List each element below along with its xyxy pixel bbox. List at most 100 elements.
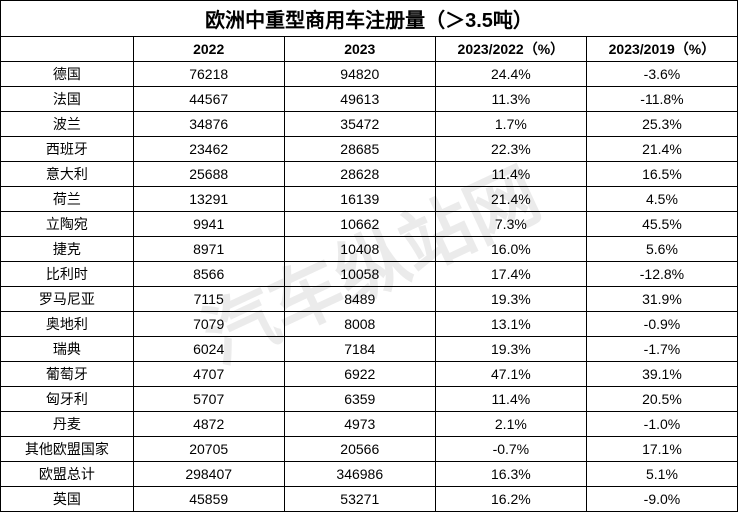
table-row: 立陶宛9941106627.3%45.5% [1,212,738,237]
table-row: 瑞典6024718419.3%-1.7% [1,337,738,362]
cell-vs2022: 7.3% [435,212,586,237]
table-row: 匈牙利5707635911.4%20.5% [1,387,738,412]
cell-vs2022: 2.1% [435,412,586,437]
cell-country: 葡萄牙 [1,362,134,387]
cell-vs2022: 22.3% [435,137,586,162]
cell-vs2019: 4.5% [586,187,737,212]
cell-vs2022: 11.4% [435,162,586,187]
cell-vs2022: -0.7% [435,437,586,462]
cell-y2022: 7115 [133,287,284,312]
table-title: 欧洲中重型商用车注册量（＞3.5吨） [1,1,738,37]
cell-y2022: 20705 [133,437,284,462]
cell-vs2022: 24.4% [435,62,586,87]
cell-y2023: 35472 [284,112,435,137]
cell-y2023: 20566 [284,437,435,462]
cell-vs2022: 19.3% [435,337,586,362]
table-row: 英国458595327116.2%-9.0% [1,487,738,512]
cell-y2023: 16139 [284,187,435,212]
cell-country: 立陶宛 [1,212,134,237]
cell-vs2022: 17.4% [435,262,586,287]
cell-vs2019: 17.1% [586,437,737,462]
cell-y2022: 4707 [133,362,284,387]
cell-country: 奥地利 [1,312,134,337]
cell-y2023: 7184 [284,337,435,362]
cell-vs2022: 16.3% [435,462,586,487]
cell-country: 意大利 [1,162,134,187]
cell-y2023: 49613 [284,87,435,112]
cell-country: 法国 [1,87,134,112]
cell-vs2022: 16.2% [435,487,586,512]
table-row: 波兰34876354721.7%25.3% [1,112,738,137]
cell-country: 英国 [1,487,134,512]
cell-country: 罗马尼亚 [1,287,134,312]
cell-country: 西班牙 [1,137,134,162]
cell-y2022: 5707 [133,387,284,412]
cell-vs2019: 21.4% [586,137,737,162]
cell-y2023: 6359 [284,387,435,412]
cell-country: 丹麦 [1,412,134,437]
cell-vs2019: 5.1% [586,462,737,487]
cell-y2023: 28628 [284,162,435,187]
cell-vs2019: -1.7% [586,337,737,362]
cell-y2022: 298407 [133,462,284,487]
table-row: 西班牙234622868522.3%21.4% [1,137,738,162]
cell-y2023: 8008 [284,312,435,337]
table-row: 其他欧盟国家2070520566-0.7%17.1% [1,437,738,462]
col-vs2022: 2023/2022（%） [435,37,586,62]
cell-y2022: 25688 [133,162,284,187]
cell-country: 波兰 [1,112,134,137]
header-row: 2022 2023 2023/2022（%） 2023/2019（%） [1,37,738,62]
cell-vs2019: -11.8% [586,87,737,112]
cell-vs2019: -9.0% [586,487,737,512]
cell-vs2019: 16.5% [586,162,737,187]
col-vs2019: 2023/2019（%） [586,37,737,62]
cell-vs2022: 19.3% [435,287,586,312]
cell-y2022: 34876 [133,112,284,137]
cell-country: 瑞典 [1,337,134,362]
cell-y2023: 28685 [284,137,435,162]
cell-vs2022: 1.7% [435,112,586,137]
cell-vs2022: 21.4% [435,187,586,212]
cell-y2023: 6922 [284,362,435,387]
table-row: 罗马尼亚7115848919.3%31.9% [1,287,738,312]
cell-vs2022: 11.3% [435,87,586,112]
cell-y2023: 10408 [284,237,435,262]
cell-country: 匈牙利 [1,387,134,412]
cell-vs2019: 20.5% [586,387,737,412]
cell-vs2019: -3.6% [586,62,737,87]
cell-y2023: 346986 [284,462,435,487]
cell-country: 德国 [1,62,134,87]
cell-country: 荷兰 [1,187,134,212]
cell-vs2022: 16.0% [435,237,586,262]
cell-vs2019: 31.9% [586,287,737,312]
cell-y2022: 7079 [133,312,284,337]
cell-y2022: 45859 [133,487,284,512]
cell-vs2019: -12.8% [586,262,737,287]
cell-y2023: 53271 [284,487,435,512]
cell-y2022: 13291 [133,187,284,212]
cell-country: 其他欧盟国家 [1,437,134,462]
cell-vs2019: -0.9% [586,312,737,337]
cell-y2023: 4973 [284,412,435,437]
table-row: 捷克89711040816.0%5.6% [1,237,738,262]
cell-y2022: 8971 [133,237,284,262]
table-row: 葡萄牙4707692247.1%39.1% [1,362,738,387]
table-row: 比利时85661005817.4%-12.8% [1,262,738,287]
table-body: 德国762189482024.4%-3.6%法国445674961311.3%-… [1,62,738,512]
cell-vs2022: 11.4% [435,387,586,412]
registrations-table: 欧洲中重型商用车注册量（＞3.5吨） 2022 2023 2023/2022（%… [0,0,738,512]
cell-y2022: 23462 [133,137,284,162]
cell-vs2022: 13.1% [435,312,586,337]
col-2022: 2022 [133,37,284,62]
table-row: 德国762189482024.4%-3.6% [1,62,738,87]
cell-y2023: 8489 [284,287,435,312]
cell-country: 比利时 [1,262,134,287]
cell-y2022: 44567 [133,87,284,112]
cell-y2022: 6024 [133,337,284,362]
title-row: 欧洲中重型商用车注册量（＞3.5吨） [1,1,738,37]
cell-vs2019: 39.1% [586,362,737,387]
cell-vs2022: 47.1% [435,362,586,387]
col-2023: 2023 [284,37,435,62]
cell-vs2019: 25.3% [586,112,737,137]
cell-vs2019: 5.6% [586,237,737,262]
